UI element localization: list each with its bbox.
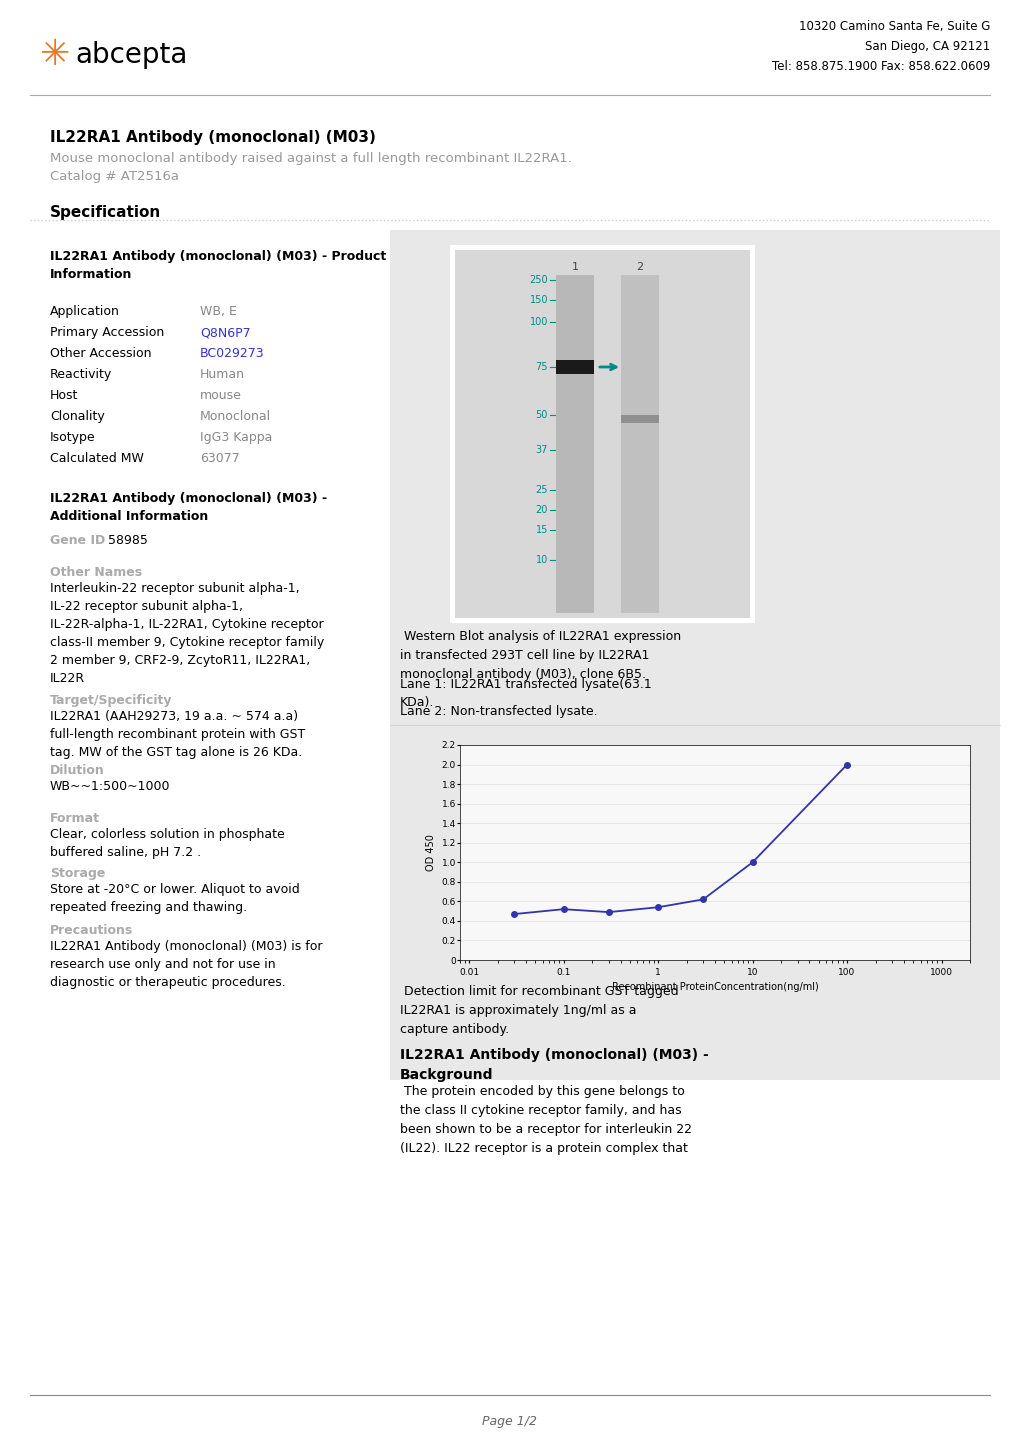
Text: 50: 50 xyxy=(535,410,547,420)
Text: Dilution: Dilution xyxy=(50,764,105,777)
Text: IL22RA1 Antibody (monoclonal) (M03) -
Additional Information: IL22RA1 Antibody (monoclonal) (M03) - Ad… xyxy=(50,492,327,523)
Text: Other Names: Other Names xyxy=(50,567,142,580)
Text: Host: Host xyxy=(50,389,78,402)
Text: Other Accession: Other Accession xyxy=(50,348,152,360)
Text: 63077: 63077 xyxy=(200,451,239,464)
Text: Western Blot analysis of IL22RA1 expression
in transfected 293T cell line by IL2: Western Blot analysis of IL22RA1 express… xyxy=(399,630,681,681)
Text: Detection limit for recombinant GST tagged
IL22RA1 is approximately 1ng/ml as a
: Detection limit for recombinant GST tagg… xyxy=(399,985,678,1035)
Text: 2: 2 xyxy=(636,262,643,273)
Text: mouse: mouse xyxy=(200,389,242,402)
Text: Lane 2: Non-transfected lysate.: Lane 2: Non-transfected lysate. xyxy=(399,705,597,718)
Bar xyxy=(555,360,593,373)
Text: Monoclonal: Monoclonal xyxy=(200,410,271,423)
Text: BC029273: BC029273 xyxy=(200,348,264,360)
Text: Application: Application xyxy=(50,306,120,319)
Bar xyxy=(621,275,658,613)
Text: 37: 37 xyxy=(535,446,547,456)
Text: 10: 10 xyxy=(535,555,547,565)
Text: IL22RA1 Antibody (monoclonal) (M03) is for
research use only and not for use in
: IL22RA1 Antibody (monoclonal) (M03) is f… xyxy=(50,940,322,989)
Text: Human: Human xyxy=(200,368,245,381)
Text: 15: 15 xyxy=(535,525,547,535)
Text: Page 1/2: Page 1/2 xyxy=(482,1415,537,1428)
Text: WB, E: WB, E xyxy=(200,306,236,319)
Text: Clear, colorless solution in phosphate
buffered saline, pH 7.2 .: Clear, colorless solution in phosphate b… xyxy=(50,828,284,859)
X-axis label: Recombinant ProteinConcentration(ng/ml): Recombinant ProteinConcentration(ng/ml) xyxy=(611,982,817,992)
Text: Store at -20°C or lower. Aliquot to avoid
repeated freezing and thawing.: Store at -20°C or lower. Aliquot to avoi… xyxy=(50,883,300,914)
Bar xyxy=(389,231,999,1080)
Text: 1: 1 xyxy=(571,262,578,273)
Text: Gene ID: Gene ID xyxy=(50,534,105,547)
Text: IgG3 Kappa: IgG3 Kappa xyxy=(200,431,272,444)
Text: Reactivity: Reactivity xyxy=(50,368,112,381)
Text: IL22RA1 Antibody (monoclonal) (M03): IL22RA1 Antibody (monoclonal) (M03) xyxy=(50,130,376,146)
Text: Storage: Storage xyxy=(50,867,105,880)
Text: 20: 20 xyxy=(535,505,547,515)
Text: 100: 100 xyxy=(529,317,547,327)
Text: Catalog # AT2516a: Catalog # AT2516a xyxy=(50,170,178,183)
Text: Primary Accession: Primary Accession xyxy=(50,326,164,339)
Text: WB~~1:500~1000: WB~~1:500~1000 xyxy=(50,780,170,793)
Bar xyxy=(555,275,593,613)
Y-axis label: OD 450: OD 450 xyxy=(426,833,435,871)
Bar xyxy=(454,249,749,619)
Text: 58985: 58985 xyxy=(108,534,148,547)
Text: ✳: ✳ xyxy=(40,37,70,72)
Text: 150: 150 xyxy=(529,296,547,306)
Text: IL22RA1 (AAH29273, 19 a.a. ~ 574 a.a)
full-length recombinant protein with GST
t: IL22RA1 (AAH29273, 19 a.a. ~ 574 a.a) fu… xyxy=(50,709,305,758)
Text: The protein encoded by this gene belongs to
the class II cytokine receptor famil: The protein encoded by this gene belongs… xyxy=(399,1084,691,1155)
Text: Calculated MW: Calculated MW xyxy=(50,451,144,464)
Text: 75: 75 xyxy=(535,362,547,372)
Bar xyxy=(449,245,754,623)
Text: Mouse monoclonal antibody raised against a full length recombinant IL22RA1.: Mouse monoclonal antibody raised against… xyxy=(50,151,572,164)
Text: Target/Specificity: Target/Specificity xyxy=(50,694,172,707)
Text: Q8N6P7: Q8N6P7 xyxy=(200,326,251,339)
Text: 10320 Camino Santa Fe, Suite G
San Diego, CA 92121
Tel: 858.875.1900 Fax: 858.62: 10320 Camino Santa Fe, Suite G San Diego… xyxy=(770,20,989,74)
Text: Format: Format xyxy=(50,812,100,825)
Text: Clonality: Clonality xyxy=(50,410,105,423)
Text: Specification: Specification xyxy=(50,205,161,221)
Text: Isotype: Isotype xyxy=(50,431,96,444)
Text: IL22RA1 Antibody (monoclonal) (M03) -
Background: IL22RA1 Antibody (monoclonal) (M03) - Ba… xyxy=(399,1048,708,1082)
Text: IL22RA1 Antibody (monoclonal) (M03) - Product
Information: IL22RA1 Antibody (monoclonal) (M03) - Pr… xyxy=(50,249,386,281)
Text: 250: 250 xyxy=(529,275,547,286)
Bar xyxy=(621,415,658,423)
Text: Precautions: Precautions xyxy=(50,924,133,937)
Text: 25: 25 xyxy=(535,485,547,495)
Text: abcepta: abcepta xyxy=(75,40,187,69)
Text: Interleukin-22 receptor subunit alpha-1,
IL-22 receptor subunit alpha-1,
IL-22R-: Interleukin-22 receptor subunit alpha-1,… xyxy=(50,583,324,685)
Text: Lane 1: IL22RA1 transfected lysate(63.1
KDa).: Lane 1: IL22RA1 transfected lysate(63.1 … xyxy=(399,678,651,709)
